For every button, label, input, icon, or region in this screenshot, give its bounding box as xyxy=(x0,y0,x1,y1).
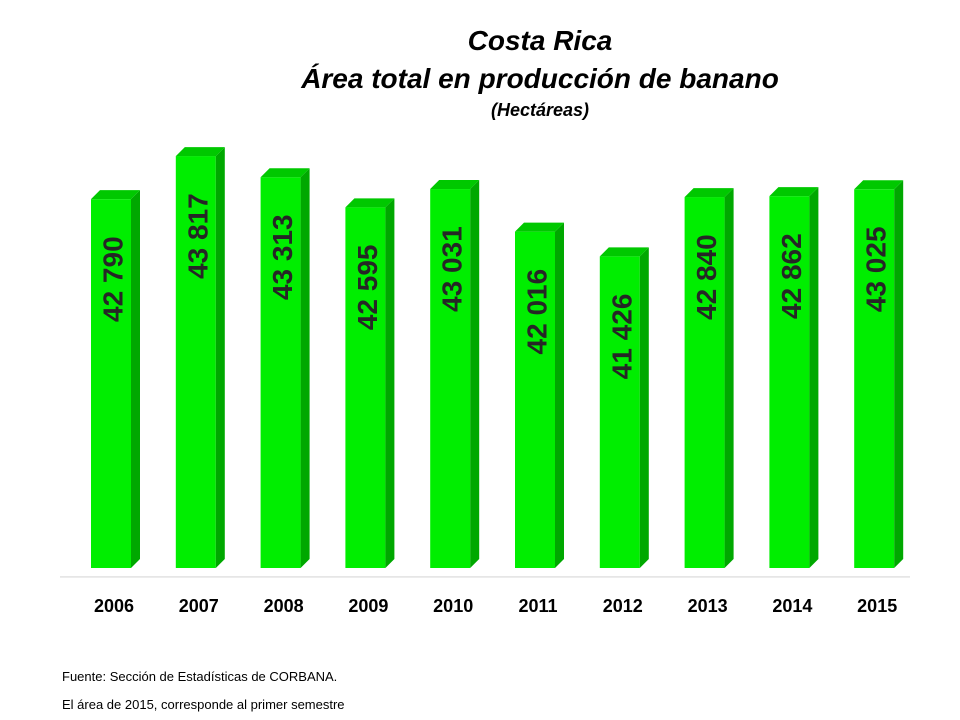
chart-subtitle: Área total en producción de banano xyxy=(301,63,779,94)
data-label-2012: 41 426 xyxy=(606,294,637,380)
data-label-2013: 42 840 xyxy=(691,234,722,320)
bar-side-2011 xyxy=(555,222,564,569)
tick-label-2009: 2009 xyxy=(348,596,388,616)
bar-side-2013 xyxy=(724,188,734,569)
bar-top-2010 xyxy=(430,180,480,190)
bar-side-2012 xyxy=(639,247,649,568)
chart-unit-label: (Hectáreas) xyxy=(490,100,590,120)
bar-top-2007 xyxy=(175,147,225,157)
data-label-2015: 43 025 xyxy=(861,226,892,312)
tick-label-2006: 2006 xyxy=(94,596,134,616)
bar-top-2006 xyxy=(91,190,140,200)
bar-2015 xyxy=(854,189,895,568)
bar-top-2011 xyxy=(515,222,564,232)
data-label-2006: 42 790 xyxy=(98,236,129,322)
bar-top-2009 xyxy=(345,198,395,208)
bar-side-2008 xyxy=(300,168,310,568)
bar-top-2012 xyxy=(599,247,649,257)
tick-label-2011: 2011 xyxy=(518,596,557,616)
bar-top-2013 xyxy=(684,188,734,198)
bar-top-2015 xyxy=(854,180,904,190)
bar-2012 xyxy=(599,256,640,568)
semester-footnote: El área de 2015, corresponde al primer s… xyxy=(62,697,345,712)
bar-2008 xyxy=(260,177,301,568)
bar-side-2007 xyxy=(215,147,225,568)
bar-side-2010 xyxy=(470,180,480,568)
tick-label-2013: 2013 xyxy=(688,596,728,616)
chart-title: Costa Rica xyxy=(467,25,613,56)
data-label-2007: 43 817 xyxy=(182,193,213,279)
tick-label-2010: 2010 xyxy=(433,596,473,616)
data-label-2014: 42 862 xyxy=(776,233,807,319)
tick-label-2007: 2007 xyxy=(179,596,219,616)
tick-label-2014: 2014 xyxy=(772,596,812,616)
title-block: Costa Rica Área total en producción de b… xyxy=(200,22,880,122)
tick-label-2008: 2008 xyxy=(264,596,304,616)
bar-top-2014 xyxy=(769,187,819,197)
bar-2013 xyxy=(684,197,725,569)
bar-2006 xyxy=(91,199,131,568)
bar-side-2014 xyxy=(809,187,819,568)
bar-2010 xyxy=(430,189,471,568)
bar-2009 xyxy=(345,207,386,569)
bar-side-2015 xyxy=(894,180,904,568)
bar-2011 xyxy=(515,231,555,569)
source-footnote: Fuente: Sección de Estadísticas de CORBA… xyxy=(62,669,338,684)
data-label-2009: 42 595 xyxy=(352,245,383,331)
bar-side-2009 xyxy=(385,198,395,569)
chart-floor xyxy=(60,576,910,577)
bar-top-2008 xyxy=(260,168,310,178)
bar-2014 xyxy=(769,196,810,568)
data-label-2008: 43 313 xyxy=(267,214,298,300)
tick-label-2015: 2015 xyxy=(857,596,897,616)
data-label-2010: 43 031 xyxy=(437,226,468,312)
data-label-2011: 42 016 xyxy=(522,269,553,355)
bar-2007 xyxy=(175,156,216,568)
bar-side-2006 xyxy=(131,190,140,568)
tick-label-2012: 2012 xyxy=(603,596,643,616)
